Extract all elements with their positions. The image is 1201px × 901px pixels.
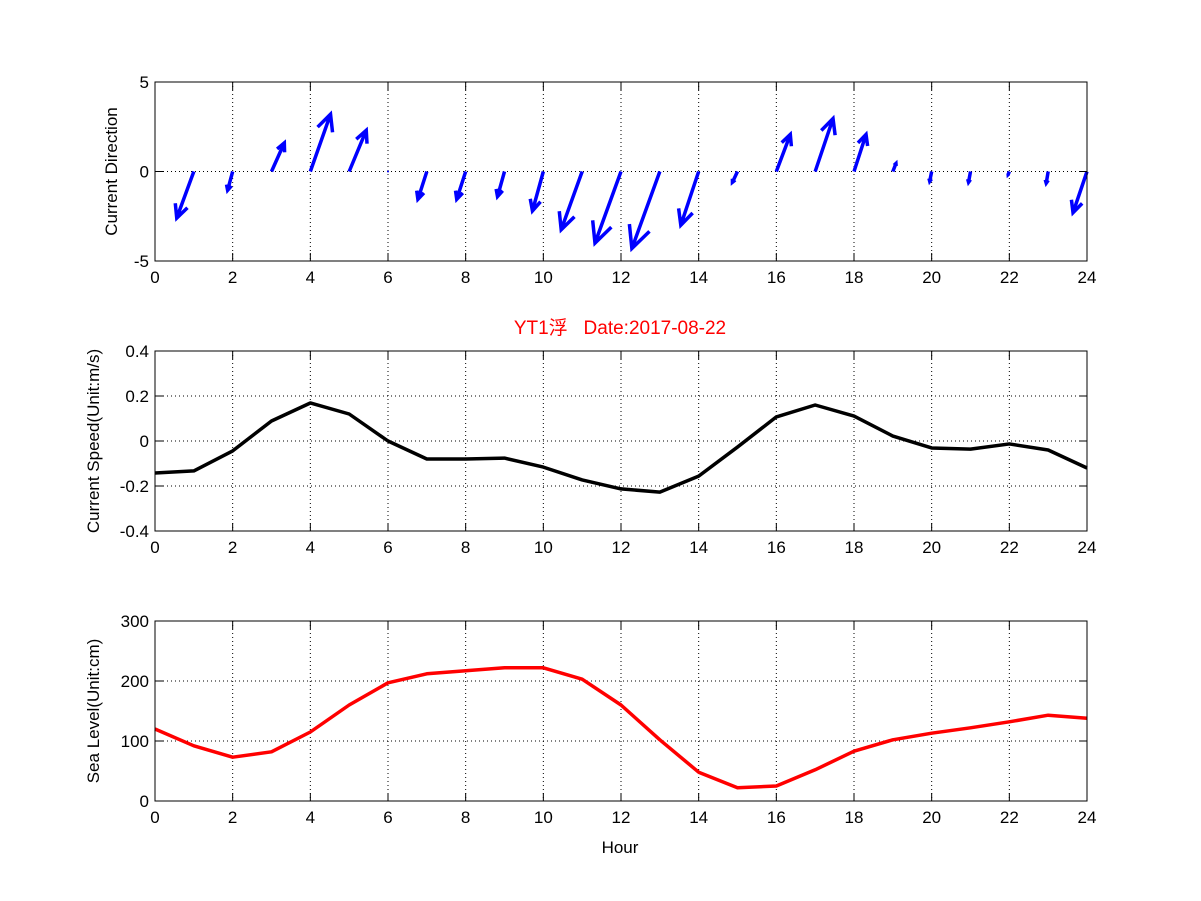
quiver-arrow <box>1006 170 1011 179</box>
x-tick-label: 2 <box>228 538 237 557</box>
quiver-arrow <box>730 170 740 186</box>
quiver-arrow <box>590 170 623 247</box>
y-tick-label: 200 <box>121 672 149 691</box>
quiver-arrow <box>813 114 837 173</box>
quiver-arrow <box>1043 171 1050 188</box>
x-tick-label: 14 <box>689 808 708 827</box>
y-axis-label: Sea Level(Unit:cm) <box>84 639 103 784</box>
x-tick-label: 16 <box>767 268 786 287</box>
quiver-arrow <box>387 170 389 173</box>
quiver-arrow <box>494 171 507 201</box>
chart-title: YT1浮 Date:2017-08-22 <box>514 317 726 339</box>
x-tick-label: 0 <box>150 808 159 827</box>
x-tick-label: 10 <box>534 268 553 287</box>
x-tick-label: 20 <box>922 808 941 827</box>
x-tick-label: 20 <box>922 538 941 557</box>
quiver-arrow <box>627 170 662 253</box>
y-tick-label: -0.4 <box>120 522 149 541</box>
x-tick-label: 12 <box>612 808 631 827</box>
quiver-arrow <box>965 171 973 187</box>
x-tick-label: 20 <box>922 268 941 287</box>
quiver-arrow <box>528 171 546 215</box>
quiver-arrow <box>453 170 468 204</box>
quiver-arrow <box>891 159 898 173</box>
x-axis-label: Hour <box>602 838 639 857</box>
x-tick-label: 0 <box>150 538 159 557</box>
x-tick-label: 6 <box>383 808 392 827</box>
x-tick-label: 18 <box>845 538 864 557</box>
x-tick-label: 4 <box>306 808 315 827</box>
x-tick-label: 4 <box>306 538 315 557</box>
x-tick-label: 10 <box>534 538 553 557</box>
series-line <box>154 401 1088 494</box>
y-tick-label: -0.2 <box>120 477 149 496</box>
y-tick-label: 100 <box>121 732 149 751</box>
x-tick-label: 16 <box>767 538 786 557</box>
x-tick-label: 22 <box>1000 538 1019 557</box>
x-tick-label: 2 <box>228 268 237 287</box>
y-tick-label: 0 <box>140 432 149 451</box>
quiver-arrow <box>347 126 369 173</box>
y-tick-label: -5 <box>134 252 149 271</box>
x-tick-label: 4 <box>306 268 315 287</box>
x-tick-label: 22 <box>1000 268 1019 287</box>
x-tick-label: 14 <box>689 268 708 287</box>
y-tick-label: 0.2 <box>125 387 149 406</box>
quiver-arrow <box>676 170 701 230</box>
quiver-arrow <box>224 171 235 195</box>
quiver-arrow <box>414 170 429 204</box>
y-tick-label: 0.4 <box>125 342 149 361</box>
quiver-arrow <box>927 171 934 186</box>
x-tick-label: 12 <box>612 538 631 557</box>
x-tick-label: 8 <box>461 808 470 827</box>
x-tick-label: 18 <box>845 268 864 287</box>
y-axis-label: Current Speed(Unit:m/s) <box>84 349 103 533</box>
y-axis-label: Current Direction <box>102 107 121 236</box>
x-tick-label: 18 <box>845 808 864 827</box>
quiver-arrow <box>173 170 196 222</box>
quiver-arrow <box>269 139 287 173</box>
x-tick-label: 10 <box>534 808 553 827</box>
x-tick-label: 2 <box>228 808 237 827</box>
x-tick-label: 14 <box>689 538 708 557</box>
y-tick-label: 5 <box>140 73 149 92</box>
subplot-2: 0 2 4 6 8 10 12 14 16 18 20 22 24-0.4-0.200.20.4Curr… <box>84 342 1096 557</box>
y-tick-label: 0 <box>140 792 149 811</box>
x-tick-label: 6 <box>383 268 392 287</box>
series-line <box>154 666 1088 790</box>
y-tick-label: 0 <box>140 163 149 182</box>
quiver-arrow <box>557 170 584 234</box>
x-tick-label: 24 <box>1078 808 1097 827</box>
y-tick-label: 300 <box>121 612 149 631</box>
quiver-arrow <box>1069 170 1089 217</box>
x-tick-label: 24 <box>1078 538 1097 557</box>
x-tick-label: 0 <box>150 268 159 287</box>
x-tick-label: 12 <box>612 268 631 287</box>
x-tick-label: 22 <box>1000 808 1019 827</box>
quiver-arrow <box>852 130 870 173</box>
quiver-arrow <box>774 130 794 173</box>
x-tick-label: 6 <box>383 538 392 557</box>
quiver-arrow <box>308 110 335 173</box>
x-tick-label: 24 <box>1078 268 1097 287</box>
x-tick-label: 8 <box>461 538 470 557</box>
x-tick-label: 16 <box>767 808 786 827</box>
x-tick-label: 8 <box>461 268 470 287</box>
